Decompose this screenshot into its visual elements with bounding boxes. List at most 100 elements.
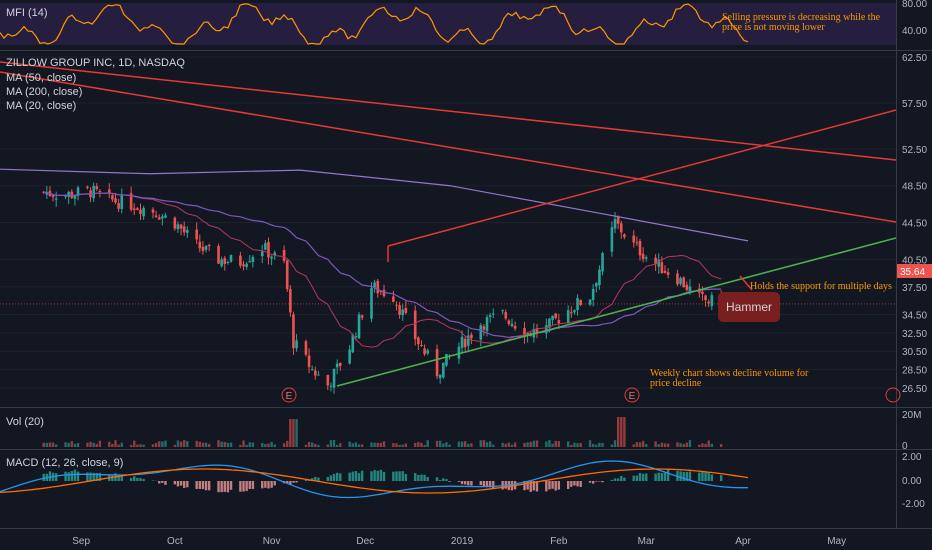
- candle-body: [376, 280, 380, 294]
- candle-body: [295, 340, 298, 349]
- macd-histogram-bar: [73, 469, 77, 481]
- macd-histogram-bar: [679, 471, 682, 481]
- volume-bars: [42, 417, 723, 447]
- price-tick: 40.50: [902, 255, 927, 266]
- candle-body: [488, 315, 492, 317]
- candle-body: [132, 208, 136, 211]
- candle-body: [338, 362, 342, 366]
- candle-body: [460, 336, 464, 348]
- candle-body: [164, 215, 167, 218]
- candle-body: [186, 229, 189, 233]
- volume-bar: [76, 442, 80, 447]
- macd-histogram-bar: [701, 471, 704, 481]
- volume-bar: [142, 444, 145, 447]
- macd-histogram-bar: [392, 471, 395, 481]
- macd-histogram-bar: [382, 471, 386, 481]
- volume-bar: [601, 442, 604, 447]
- price-tick: 34.50: [902, 310, 927, 321]
- volume-bar: [591, 443, 595, 447]
- volume-bar: [666, 443, 670, 447]
- support-line: [336, 237, 897, 387]
- hammer-pointer: [739, 275, 753, 291]
- candle-body: [676, 273, 679, 285]
- candle-body: [282, 249, 286, 261]
- macd-histogram-bar: [48, 471, 52, 481]
- volume-bar: [89, 441, 92, 447]
- macd-histogram-bar: [641, 473, 645, 481]
- macd-histogram-bar: [129, 477, 133, 481]
- macd-histogram-bar: [339, 473, 342, 481]
- macd-histogram-bar: [423, 474, 426, 481]
- candle-body: [310, 369, 314, 371]
- earnings-marker-may[interactable]: [885, 387, 901, 403]
- volume-bar: [460, 441, 464, 447]
- candle-body: [157, 217, 161, 220]
- macd-histogram-bar: [198, 481, 202, 489]
- trendlines: [0, 61, 897, 387]
- candle-body: [379, 291, 383, 293]
- volume-bar: [463, 441, 467, 447]
- candle-body: [86, 186, 89, 188]
- candle-body: [570, 312, 573, 314]
- candle-body: [111, 195, 114, 200]
- candle-body: [551, 315, 554, 320]
- earnings-marker-nov[interactable]: E: [281, 387, 297, 403]
- price-gridlines: [0, 56, 896, 389]
- volume-bar: [73, 443, 77, 447]
- candle-body: [554, 313, 558, 318]
- macd-histogram-bar: [610, 479, 614, 481]
- volume-bar: [492, 444, 495, 447]
- volume-bar: [242, 440, 245, 447]
- volume-bar: [404, 443, 408, 447]
- volume-bar: [133, 440, 136, 447]
- macd-histogram-bar: [632, 475, 635, 481]
- volume-bar: [45, 442, 49, 447]
- candle-body: [644, 257, 648, 259]
- volume-bar: [707, 440, 710, 447]
- macd-histogram-bar: [414, 473, 417, 481]
- volume-bar: [610, 444, 614, 447]
- volume-bar: [682, 443, 685, 447]
- mfi-tick-80: 80.00: [902, 0, 927, 10]
- macd-histogram-bar: [248, 481, 251, 490]
- time-tick: Oct: [167, 536, 183, 547]
- volume-bar: [48, 442, 52, 447]
- volume-bar: [314, 443, 317, 447]
- volume-bar: [685, 442, 689, 447]
- volume-bar: [220, 441, 223, 447]
- macd-histogram-bar: [348, 472, 351, 481]
- macd-histogram-bar: [682, 471, 685, 481]
- volume-bar: [92, 442, 95, 447]
- time-tick: Feb: [550, 536, 568, 547]
- panel-separators: [0, 0, 932, 529]
- macd-histogram-bar: [591, 481, 595, 484]
- candle-body: [245, 263, 248, 267]
- macd-histogram-bar: [351, 471, 354, 481]
- candle-body: [417, 337, 420, 345]
- candle-body: [491, 313, 495, 315]
- volume-bar: [554, 441, 557, 447]
- candle-body: [54, 198, 58, 200]
- volume-bar: [645, 444, 648, 447]
- hammer-label-box: [718, 292, 780, 322]
- last-price-label: 35.64: [900, 267, 925, 278]
- macd-histogram-bar: [223, 481, 226, 492]
- candle-body: [435, 349, 439, 377]
- candle-body: [545, 324, 548, 334]
- last-price-box: [897, 264, 932, 278]
- macd-histogram-bar: [133, 476, 136, 481]
- candle-body: [654, 257, 657, 265]
- macd-histogram-bar: [229, 481, 233, 490]
- macd-histogram-bar: [264, 481, 267, 488]
- volume-bar: [329, 440, 333, 447]
- volume-bar: [354, 442, 358, 447]
- earnings-marker-feb[interactable]: E: [624, 387, 640, 403]
- candle-body: [598, 269, 601, 286]
- candle-body: [588, 299, 592, 305]
- candle-body: [638, 240, 642, 256]
- volume-bar: [351, 443, 354, 447]
- macd-histogram-bar: [460, 481, 464, 485]
- mfi-band: [0, 3, 896, 45]
- candle-body: [573, 310, 576, 313]
- ma200-line: [0, 168, 749, 242]
